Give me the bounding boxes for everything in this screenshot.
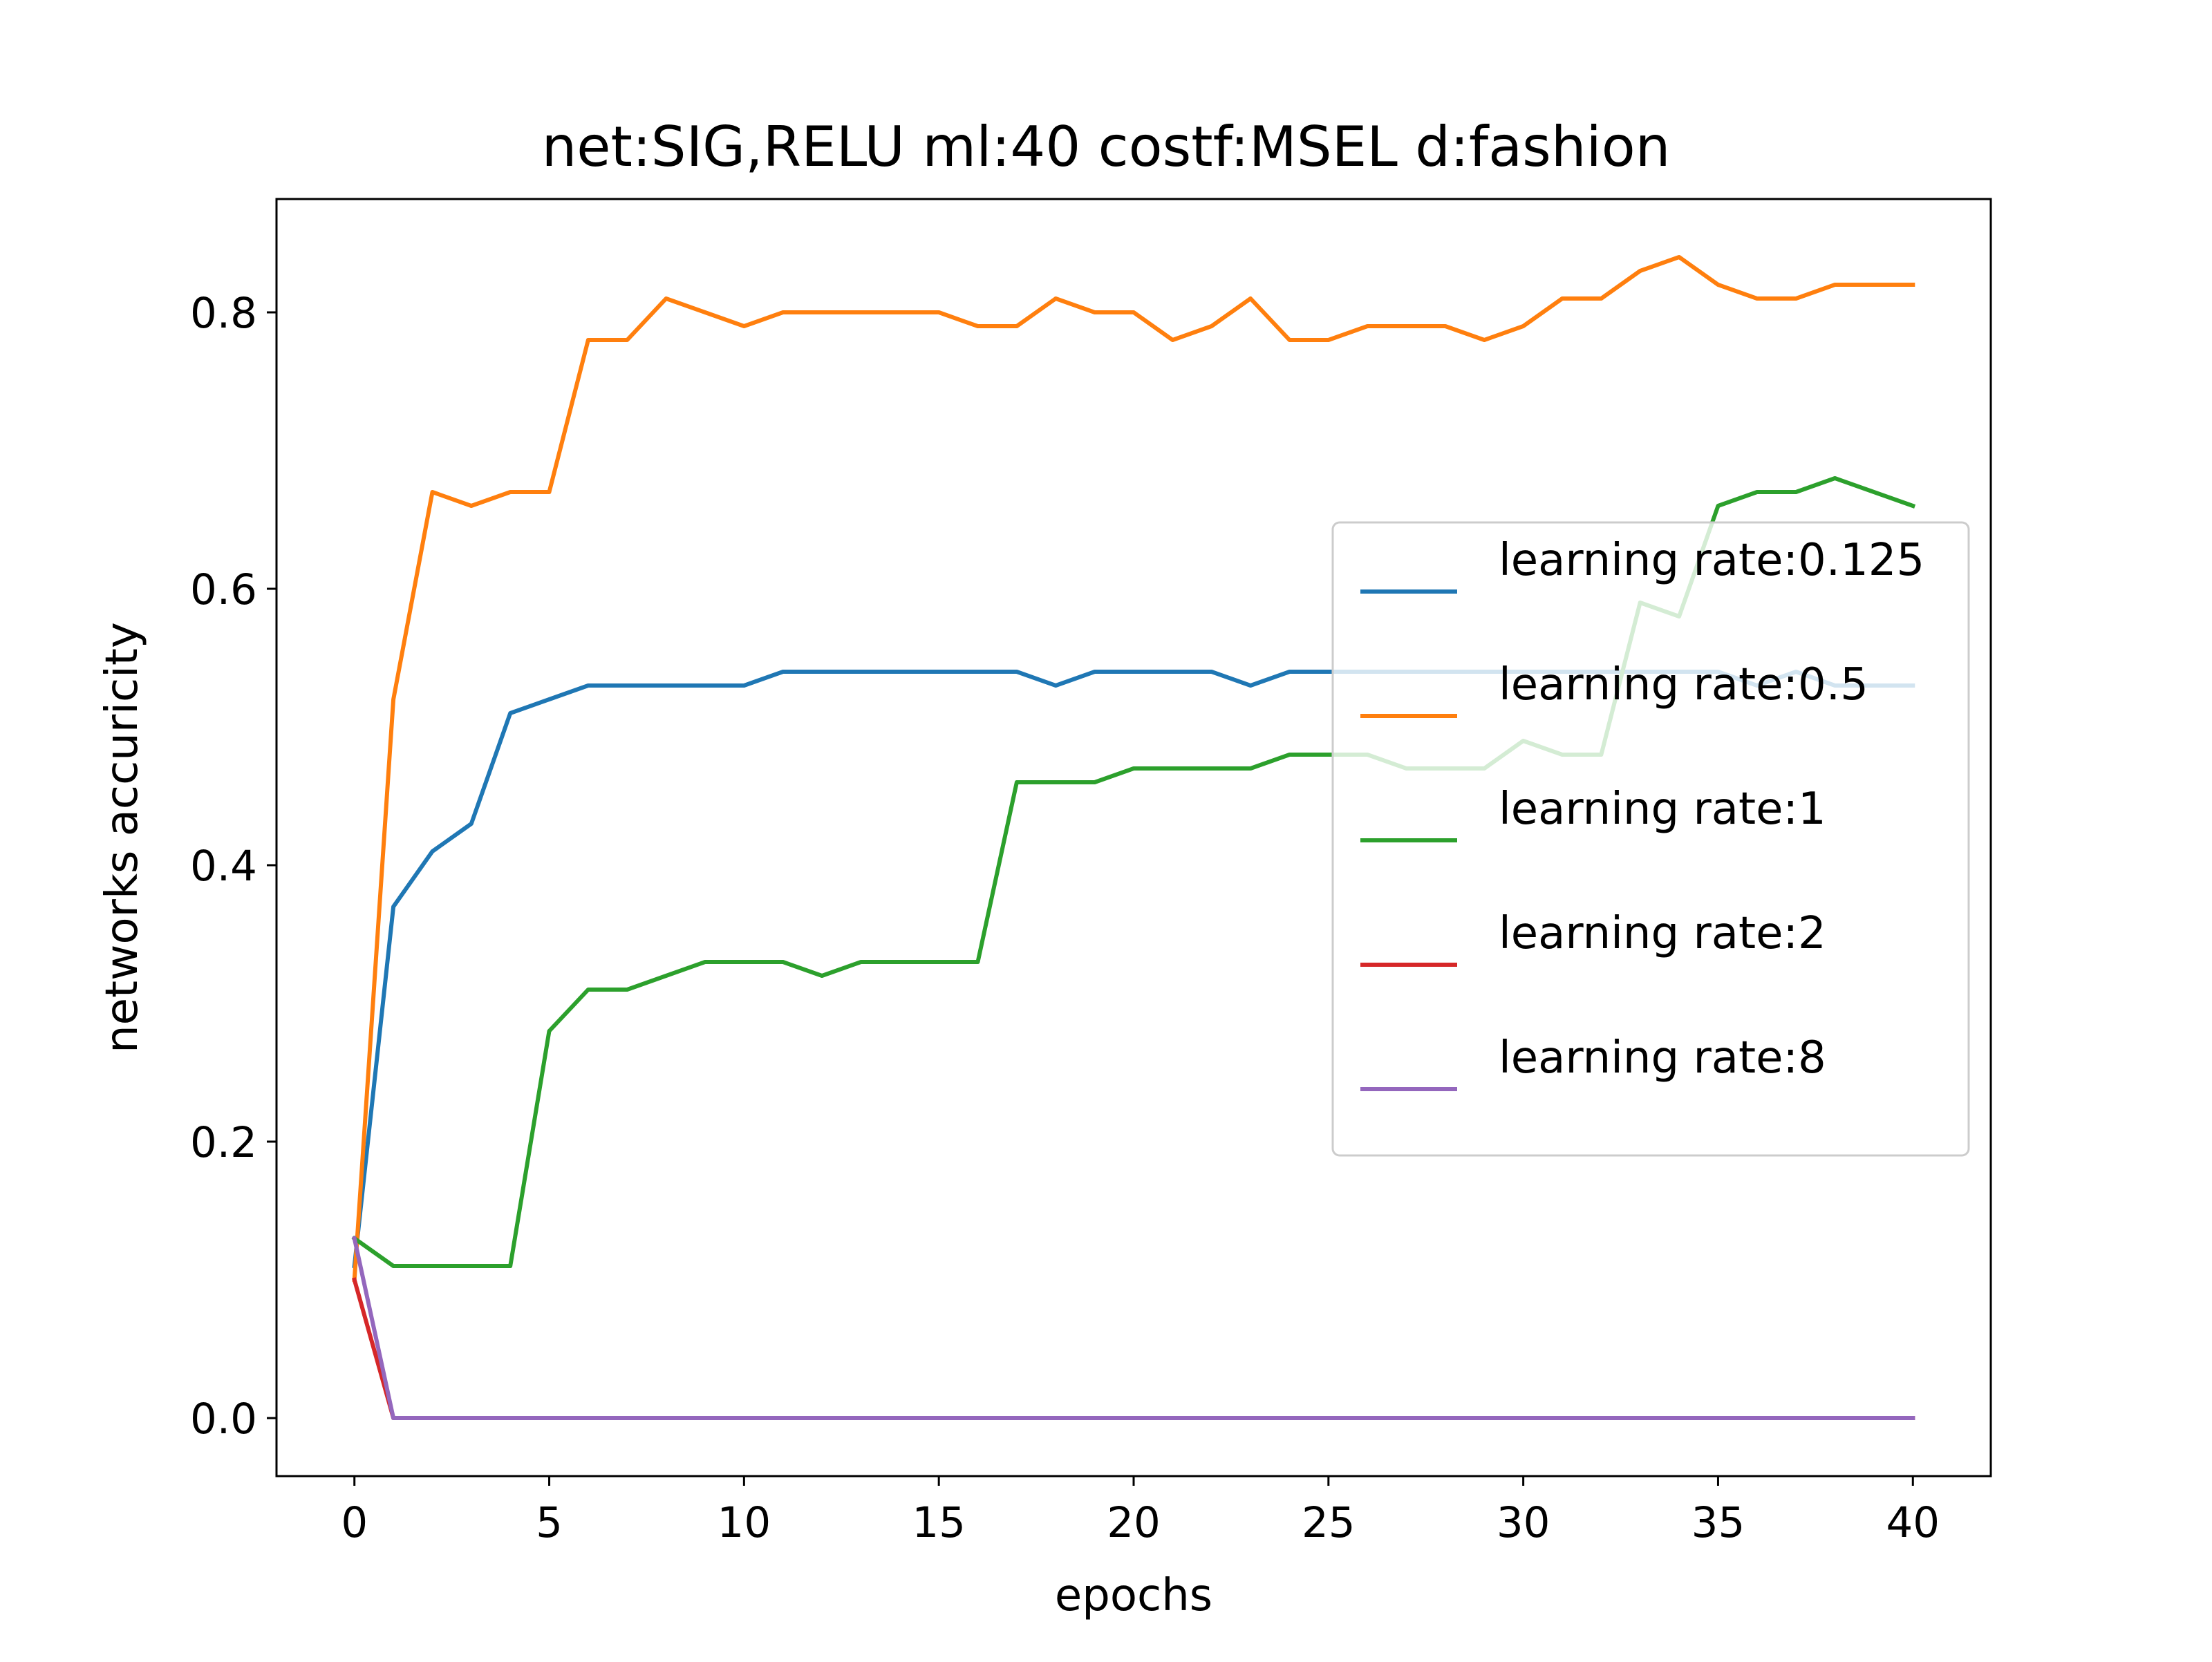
y-tick-label: 0.4 bbox=[190, 842, 257, 891]
y-axis-label: networks accuricity bbox=[97, 622, 148, 1053]
y-tick-label: 0.8 bbox=[190, 289, 257, 338]
x-axis: 0 5 10 15 20 25 30 35 40 bbox=[341, 1476, 1940, 1547]
legend-label-0: learning rate:0.125 bbox=[1499, 535, 1924, 586]
legend-label-2: learning rate:1 bbox=[1499, 784, 1826, 835]
x-tick-label: 35 bbox=[1691, 1498, 1745, 1547]
y-tick-label: 0.6 bbox=[190, 565, 257, 614]
legend-label-3: learning rate:2 bbox=[1499, 908, 1826, 959]
x-tick-label: 15 bbox=[912, 1498, 966, 1547]
x-tick-label: 10 bbox=[718, 1498, 771, 1547]
series-line-4 bbox=[352, 1236, 1915, 1420]
x-tick-label: 40 bbox=[1886, 1498, 1940, 1547]
x-tick-label: 0 bbox=[341, 1498, 368, 1547]
legend-label-4: learning rate:8 bbox=[1499, 1032, 1826, 1084]
legend: learning rate:0.125 learning rate:0.5 lear… bbox=[1331, 521, 1970, 1157]
chart-title: net:SIG,RELU ml:40 costf:MSEL d:fashion bbox=[542, 115, 1671, 179]
series-line-1 bbox=[352, 255, 1915, 1283]
legend-box bbox=[1331, 521, 1970, 1157]
x-axis-label: epochs bbox=[1055, 1570, 1212, 1621]
x-tick-label: 25 bbox=[1302, 1498, 1356, 1547]
legend-label-1: learning rate:0.5 bbox=[1499, 659, 1868, 710]
y-tick-label: 0.2 bbox=[190, 1118, 257, 1167]
y-tick-label: 0.0 bbox=[190, 1395, 257, 1444]
x-tick-label: 30 bbox=[1497, 1498, 1550, 1547]
x-tick-label: 5 bbox=[536, 1498, 563, 1547]
x-tick-label: 20 bbox=[1107, 1498, 1161, 1547]
y-axis: 0.0 0.2 0.4 0.6 0.8 bbox=[190, 289, 276, 1444]
